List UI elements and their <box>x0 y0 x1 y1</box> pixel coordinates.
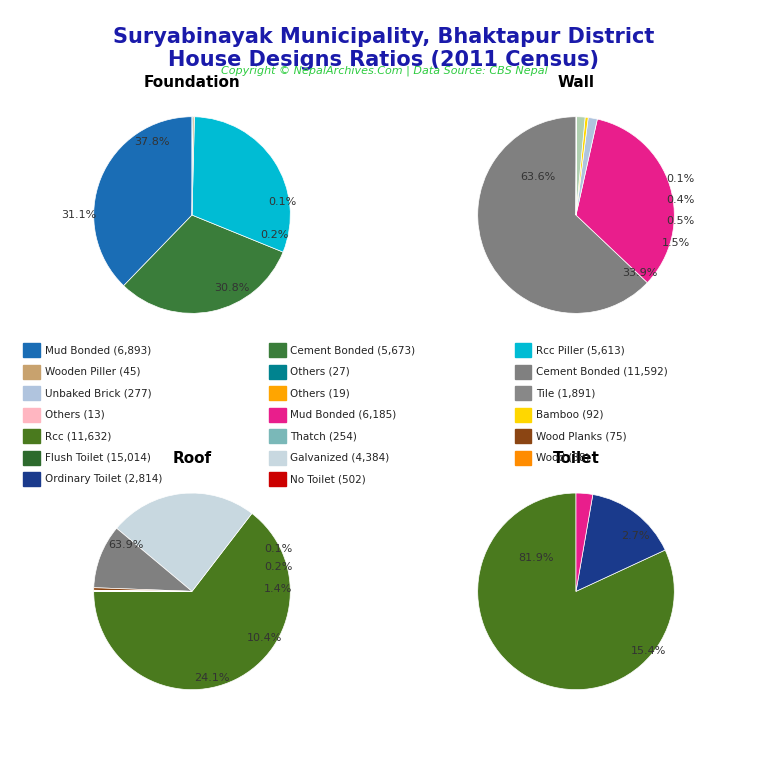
Text: Tile (1,891): Tile (1,891) <box>536 388 595 399</box>
Text: 63.6%: 63.6% <box>520 172 555 182</box>
Text: 33.9%: 33.9% <box>622 267 657 277</box>
Text: Wooden Piller (45): Wooden Piller (45) <box>45 366 140 377</box>
Wedge shape <box>576 493 593 591</box>
Text: Wood (38): Wood (38) <box>536 452 590 463</box>
Text: 81.9%: 81.9% <box>518 553 554 563</box>
Text: Flush Toilet (15,014): Flush Toilet (15,014) <box>45 452 151 463</box>
Text: Mud Bonded (6,893): Mud Bonded (6,893) <box>45 345 151 356</box>
Text: Rcc (11,632): Rcc (11,632) <box>45 431 111 442</box>
Wedge shape <box>192 117 193 215</box>
Title: Toilet: Toilet <box>552 451 600 466</box>
Wedge shape <box>576 495 665 591</box>
Text: 0.5%: 0.5% <box>667 217 695 227</box>
Wedge shape <box>576 118 598 215</box>
Text: Others (27): Others (27) <box>290 366 350 377</box>
Text: 24.1%: 24.1% <box>194 673 230 683</box>
Wedge shape <box>94 528 192 591</box>
Text: Wood Planks (75): Wood Planks (75) <box>536 431 627 442</box>
Wedge shape <box>117 493 252 591</box>
Text: Cement Bonded (11,592): Cement Bonded (11,592) <box>536 366 668 377</box>
Text: 37.8%: 37.8% <box>134 137 170 147</box>
Text: Unbaked Brick (277): Unbaked Brick (277) <box>45 388 151 399</box>
Text: 0.1%: 0.1% <box>264 544 293 554</box>
Text: 15.4%: 15.4% <box>631 646 667 656</box>
Text: 0.2%: 0.2% <box>264 562 293 572</box>
Text: 63.9%: 63.9% <box>108 540 144 550</box>
Text: 10.4%: 10.4% <box>247 633 283 643</box>
Text: Copyright © NepalArchives.Com | Data Source: CBS Nepal: Copyright © NepalArchives.Com | Data Sou… <box>220 65 548 76</box>
Wedge shape <box>576 118 588 215</box>
Wedge shape <box>192 117 290 252</box>
Text: 31.1%: 31.1% <box>61 210 97 220</box>
Wedge shape <box>478 117 647 313</box>
Wedge shape <box>124 215 283 313</box>
Wedge shape <box>478 493 674 690</box>
Text: Ordinary Toilet (2,814): Ordinary Toilet (2,814) <box>45 474 162 485</box>
Wedge shape <box>94 514 290 690</box>
Text: Galvanized (4,384): Galvanized (4,384) <box>290 452 389 463</box>
Wedge shape <box>192 117 194 215</box>
Text: 0.1%: 0.1% <box>268 197 296 207</box>
Text: 30.8%: 30.8% <box>214 283 250 293</box>
Text: Others (19): Others (19) <box>290 388 350 399</box>
Text: 2.7%: 2.7% <box>621 531 650 541</box>
Text: 0.4%: 0.4% <box>667 195 695 205</box>
Text: Mud Bonded (6,185): Mud Bonded (6,185) <box>290 409 396 420</box>
Text: Others (13): Others (13) <box>45 409 104 420</box>
Text: Cement Bonded (5,673): Cement Bonded (5,673) <box>290 345 415 356</box>
Text: 0.2%: 0.2% <box>260 230 289 240</box>
Title: Wall: Wall <box>558 74 594 90</box>
Text: Bamboo (92): Bamboo (92) <box>536 409 604 420</box>
Text: 1.5%: 1.5% <box>661 238 690 248</box>
Title: Roof: Roof <box>173 451 211 466</box>
Text: Suryabinayak Municipality, Bhaktapur District
House Designs Ratios (2011 Census): Suryabinayak Municipality, Bhaktapur Dis… <box>114 27 654 70</box>
Text: No Toilet (502): No Toilet (502) <box>290 474 366 485</box>
Text: 0.1%: 0.1% <box>667 174 695 184</box>
Text: Rcc Piller (5,613): Rcc Piller (5,613) <box>536 345 625 356</box>
Wedge shape <box>94 117 192 286</box>
Wedge shape <box>576 119 674 283</box>
Text: 1.4%: 1.4% <box>264 584 293 594</box>
Text: Thatch (254): Thatch (254) <box>290 431 357 442</box>
Title: Foundation: Foundation <box>144 74 240 90</box>
Wedge shape <box>576 117 585 215</box>
Wedge shape <box>94 588 192 591</box>
